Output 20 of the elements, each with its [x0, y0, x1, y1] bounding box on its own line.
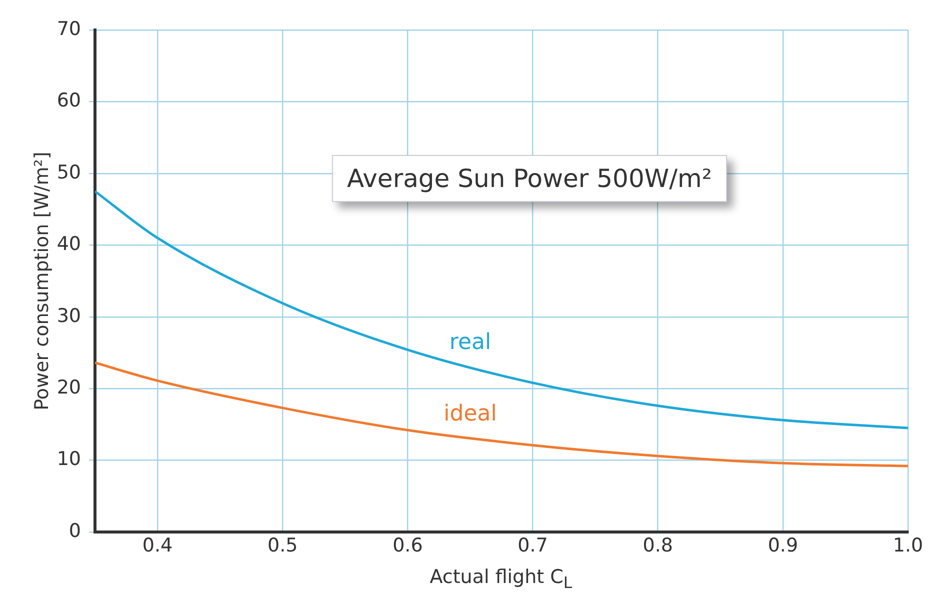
y-tick-label: 30: [56, 304, 81, 327]
x-tick-label: 1.0: [892, 534, 924, 556]
y-axis-title: Power consumption [W/m²]: [31, 152, 53, 410]
y-tick-label: 10: [56, 448, 81, 470]
y-tick-label: 70: [56, 18, 81, 40]
y-tick-label: 40: [56, 233, 81, 256]
x-tick-label: 0.8: [642, 534, 673, 556]
x-tick-label: 0.4: [142, 534, 173, 556]
x-tick-label: 0.5: [268, 534, 298, 556]
annotation: Average Sun Power 500W/m²: [332, 155, 727, 202]
series-label: real: [449, 330, 492, 356]
y-tick-label: 60: [56, 90, 81, 112]
x-tick-label: 0.9: [768, 534, 798, 556]
x-axis-title: Actual flight C$_{L}$: [430, 566, 572, 592]
x-tick-label: 0.6: [392, 534, 423, 556]
x-tick-label: 0.7: [518, 534, 548, 556]
y-tick-label: 20: [56, 376, 81, 399]
y-tick-label: 0: [68, 520, 81, 542]
y-tick-label: 50: [56, 161, 81, 184]
series-label: ideal: [444, 401, 497, 426]
